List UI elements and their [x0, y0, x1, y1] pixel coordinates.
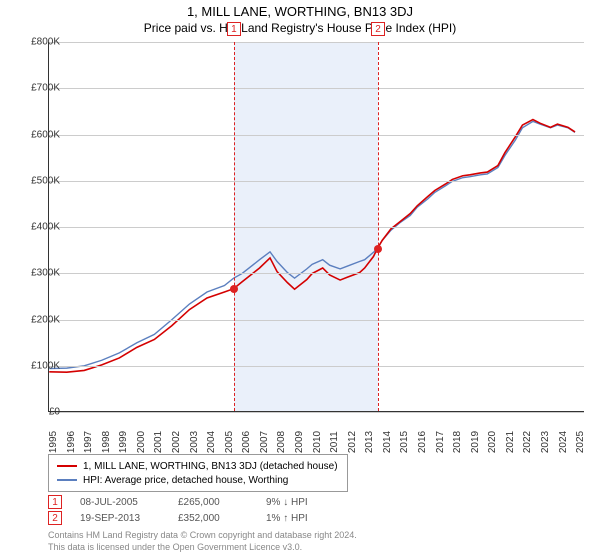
chart-title: 1, MILL LANE, WORTHING, BN13 3DJ: [0, 0, 600, 19]
x-tick-label: 2000: [136, 431, 147, 453]
chart-container: 1, MILL LANE, WORTHING, BN13 3DJ Price p…: [0, 0, 600, 560]
chart-marker: 2: [371, 22, 385, 36]
legend-label: HPI: Average price, detached house, Wort…: [83, 475, 288, 486]
x-tick-label: 2005: [224, 431, 235, 453]
y-tick-label: £700K: [31, 83, 60, 94]
x-tick-label: 2009: [294, 431, 305, 453]
copyright-line: This data is licensed under the Open Gov…: [48, 542, 357, 554]
transaction-price: £265,000: [178, 497, 248, 508]
y-tick-label: £0: [49, 407, 60, 418]
x-tick-label: 1999: [118, 431, 129, 453]
x-tick-label: 2022: [522, 431, 533, 453]
legend-item: 1, MILL LANE, WORTHING, BN13 3DJ (detach…: [57, 459, 339, 473]
y-tick-label: £200K: [31, 314, 60, 325]
data-point: [374, 245, 382, 253]
x-tick-label: 2013: [364, 431, 375, 453]
x-tick-label: 2021: [505, 431, 516, 453]
x-tick-label: 2017: [435, 431, 446, 453]
transaction-delta: 1% ↑ HPI: [266, 513, 308, 524]
transaction-date: 08-JUL-2005: [80, 497, 160, 508]
y-tick-label: £300K: [31, 268, 60, 279]
transaction-delta: 9% ↓ HPI: [266, 497, 308, 508]
y-tick-label: £800K: [31, 37, 60, 48]
x-tick-label: 2016: [417, 431, 428, 453]
x-tick-label: 2020: [487, 431, 498, 453]
x-axis-labels: 1995 1996 1997 1998 1999 2000 2001 2002 2003 2004…: [48, 414, 584, 450]
x-tick-label: 2010: [312, 431, 323, 453]
legend-swatch: [57, 479, 77, 481]
x-tick-label: 2001: [153, 431, 164, 453]
x-tick-label: 2008: [276, 431, 287, 453]
chart-marker: 1: [227, 22, 241, 36]
x-tick-label: 2002: [171, 431, 182, 453]
legend-label: 1, MILL LANE, WORTHING, BN13 3DJ (detach…: [83, 461, 338, 472]
plot-area: 12: [48, 42, 584, 412]
y-tick-label: £400K: [31, 222, 60, 233]
copyright-notice: Contains HM Land Registry data © Crown c…: [48, 530, 357, 553]
x-tick-label: 2023: [540, 431, 551, 453]
transaction-price: £352,000: [178, 513, 248, 524]
x-tick-label: 2007: [259, 431, 270, 453]
legend-item: HPI: Average price, detached house, Wort…: [57, 473, 339, 487]
x-tick-label: 2018: [452, 431, 463, 453]
transaction-date: 19-SEP-2013: [80, 513, 160, 524]
legend-swatch: [57, 465, 77, 467]
copyright-line: Contains HM Land Registry data © Crown c…: [48, 530, 357, 542]
table-row: 2 19-SEP-2013 £352,000 1% ↑ HPI: [48, 510, 308, 526]
y-tick-label: £600K: [31, 129, 60, 140]
x-tick-label: 2003: [189, 431, 200, 453]
y-tick-label: £500K: [31, 175, 60, 186]
data-point: [230, 285, 238, 293]
legend: 1, MILL LANE, WORTHING, BN13 3DJ (detach…: [48, 454, 348, 492]
x-tick-label: 2011: [329, 431, 340, 453]
y-tick-label: £100K: [31, 360, 60, 371]
x-tick-label: 2006: [241, 431, 252, 453]
x-tick-label: 2004: [206, 431, 217, 453]
x-tick-label: 1997: [83, 431, 94, 453]
x-tick-label: 2019: [470, 431, 481, 453]
x-tick-label: 1996: [66, 431, 77, 453]
x-tick-label: 2025: [575, 431, 586, 453]
x-tick-label: 1998: [101, 431, 112, 453]
x-tick-label: 2012: [347, 431, 358, 453]
series-line-property: [49, 119, 575, 372]
table-row: 1 08-JUL-2005 £265,000 9% ↓ HPI: [48, 494, 308, 510]
x-tick-label: 1995: [48, 431, 59, 453]
x-tick-label: 2015: [399, 431, 410, 453]
x-tick-label: 2024: [558, 431, 569, 453]
transaction-table: 1 08-JUL-2005 £265,000 9% ↓ HPI 2 19-SEP…: [48, 494, 308, 526]
marker-badge: 2: [48, 511, 62, 525]
series-line-hpi: [49, 121, 575, 368]
chart-subtitle: Price paid vs. HM Land Registry's House …: [0, 19, 600, 39]
x-tick-label: 2014: [382, 431, 393, 453]
marker-badge: 1: [48, 495, 62, 509]
